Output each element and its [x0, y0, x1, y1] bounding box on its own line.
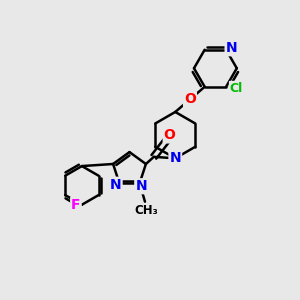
Text: F: F — [71, 198, 81, 212]
Text: CH₃: CH₃ — [135, 204, 158, 217]
Text: Cl: Cl — [230, 82, 243, 95]
Text: N: N — [169, 151, 181, 165]
Text: O: O — [164, 128, 176, 142]
Text: N: N — [226, 41, 237, 55]
Text: N: N — [135, 179, 147, 193]
Text: O: O — [184, 92, 196, 106]
Text: N: N — [110, 178, 122, 192]
